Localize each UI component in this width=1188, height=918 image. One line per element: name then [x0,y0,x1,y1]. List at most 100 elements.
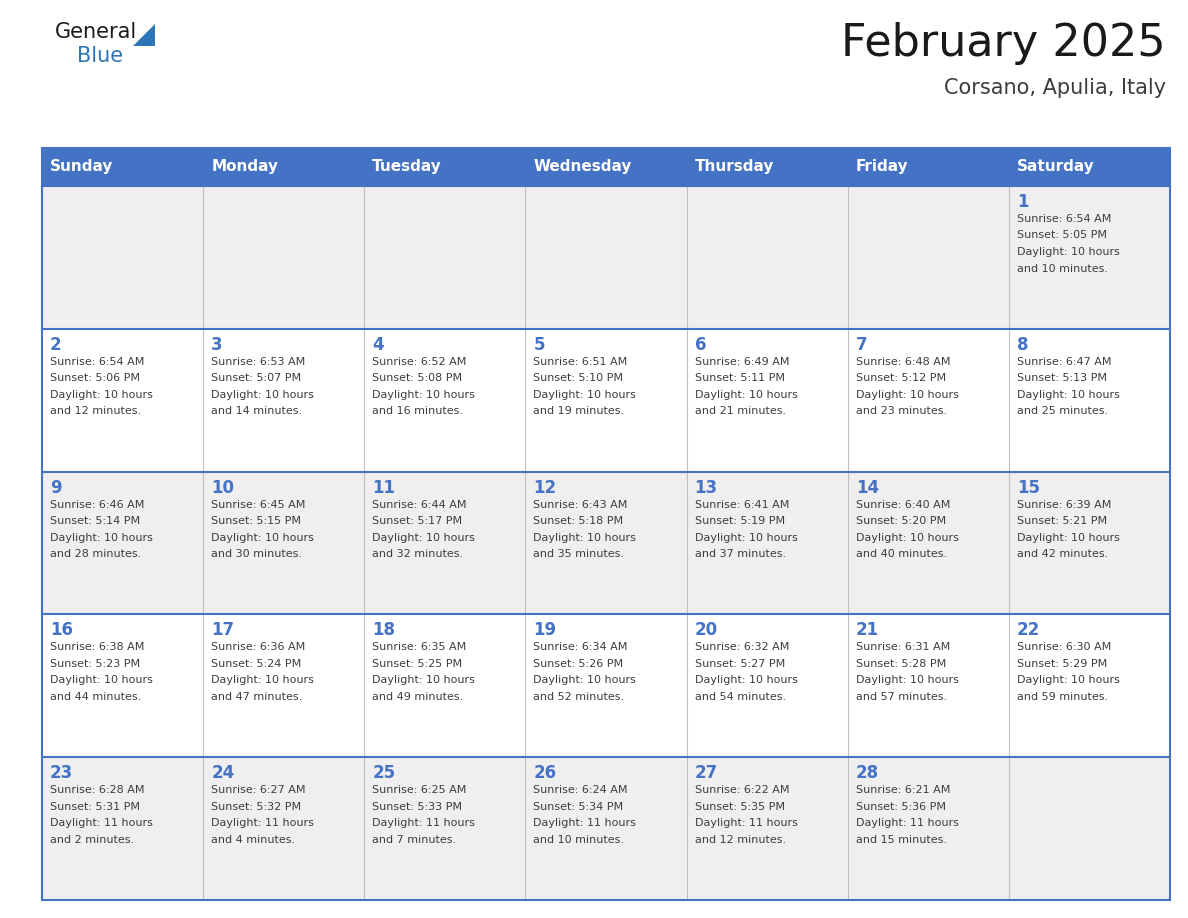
Text: and 19 minutes.: and 19 minutes. [533,407,625,416]
Text: and 25 minutes.: and 25 minutes. [1017,407,1108,416]
Text: Sunrise: 6:32 AM: Sunrise: 6:32 AM [695,643,789,653]
Text: Sunrise: 6:44 AM: Sunrise: 6:44 AM [372,499,467,509]
Text: Sunset: 5:19 PM: Sunset: 5:19 PM [695,516,785,526]
Text: and 14 minutes.: and 14 minutes. [211,407,302,416]
Bar [848,472,1009,614]
Text: Sunset: 5:33 PM: Sunset: 5:33 PM [372,801,462,812]
Text: Daylight: 10 hours: Daylight: 10 hours [533,676,637,686]
Bar [525,614,687,757]
Text: 15: 15 [1017,478,1040,497]
Text: Sunset: 5:23 PM: Sunset: 5:23 PM [50,659,140,669]
Text: Sunset: 5:11 PM: Sunset: 5:11 PM [695,374,784,384]
Text: Daylight: 11 hours: Daylight: 11 hours [855,818,959,828]
Text: and 12 minutes.: and 12 minutes. [50,407,141,416]
Text: Tuesday: Tuesday [372,160,442,174]
Text: Sunday: Sunday [50,160,113,174]
Bar [365,186,525,329]
Bar [365,472,525,614]
Text: Sunset: 5:32 PM: Sunset: 5:32 PM [211,801,302,812]
Bar [848,186,1009,329]
Bar [1009,148,1170,186]
Text: Sunset: 5:25 PM: Sunset: 5:25 PM [372,659,462,669]
Text: and 16 minutes.: and 16 minutes. [372,407,463,416]
Text: Wednesday: Wednesday [533,160,632,174]
Text: Sunset: 5:29 PM: Sunset: 5:29 PM [1017,659,1107,669]
Text: Daylight: 10 hours: Daylight: 10 hours [211,532,314,543]
Text: Sunset: 5:17 PM: Sunset: 5:17 PM [372,516,462,526]
Text: and 7 minutes.: and 7 minutes. [372,834,456,845]
Text: Blue: Blue [77,46,124,66]
Text: Daylight: 10 hours: Daylight: 10 hours [50,390,153,400]
Text: and 52 minutes.: and 52 minutes. [533,692,625,702]
Text: Daylight: 10 hours: Daylight: 10 hours [1017,532,1120,543]
Text: Sunset: 5:15 PM: Sunset: 5:15 PM [211,516,301,526]
Text: and 2 minutes.: and 2 minutes. [50,834,134,845]
Bar [848,329,1009,472]
Text: and 54 minutes.: and 54 minutes. [695,692,785,702]
Text: Sunset: 5:06 PM: Sunset: 5:06 PM [50,374,140,384]
Text: Daylight: 10 hours: Daylight: 10 hours [372,676,475,686]
Text: and 35 minutes.: and 35 minutes. [533,549,625,559]
Polygon shape [133,24,154,46]
Text: and 10 minutes.: and 10 minutes. [1017,263,1108,274]
Bar [687,329,848,472]
Bar [525,757,687,900]
Text: General: General [55,22,138,42]
Text: 18: 18 [372,621,396,640]
Bar [42,148,1170,900]
Text: Friday: Friday [855,160,909,174]
Text: and 4 minutes.: and 4 minutes. [211,834,296,845]
Text: Sunrise: 6:21 AM: Sunrise: 6:21 AM [855,785,950,795]
Text: and 57 minutes.: and 57 minutes. [855,692,947,702]
Bar [1009,186,1170,329]
Text: Sunrise: 6:22 AM: Sunrise: 6:22 AM [695,785,789,795]
Bar [525,186,687,329]
Bar [203,472,365,614]
Text: Monday: Monday [211,160,278,174]
Bar [203,614,365,757]
Text: and 42 minutes.: and 42 minutes. [1017,549,1108,559]
Text: Daylight: 11 hours: Daylight: 11 hours [211,818,314,828]
Text: 2: 2 [50,336,62,353]
Text: Daylight: 10 hours: Daylight: 10 hours [533,532,637,543]
Text: Sunrise: 6:43 AM: Sunrise: 6:43 AM [533,499,627,509]
Bar [42,329,203,472]
Text: 6: 6 [695,336,706,353]
Bar [365,757,525,900]
Text: Sunrise: 6:28 AM: Sunrise: 6:28 AM [50,785,145,795]
Text: 1: 1 [1017,193,1029,211]
Text: and 12 minutes.: and 12 minutes. [695,834,785,845]
Text: Daylight: 10 hours: Daylight: 10 hours [695,676,797,686]
Text: 25: 25 [372,764,396,782]
Bar [365,329,525,472]
Text: Daylight: 11 hours: Daylight: 11 hours [695,818,797,828]
Text: 26: 26 [533,764,556,782]
Text: Sunset: 5:31 PM: Sunset: 5:31 PM [50,801,140,812]
Bar [687,186,848,329]
Text: and 59 minutes.: and 59 minutes. [1017,692,1108,702]
Text: Daylight: 10 hours: Daylight: 10 hours [372,390,475,400]
Text: Sunset: 5:35 PM: Sunset: 5:35 PM [695,801,784,812]
Bar [1009,472,1170,614]
Text: 12: 12 [533,478,556,497]
Text: Daylight: 11 hours: Daylight: 11 hours [50,818,153,828]
Text: Daylight: 10 hours: Daylight: 10 hours [372,532,475,543]
Text: Daylight: 10 hours: Daylight: 10 hours [1017,247,1120,257]
Text: and 47 minutes.: and 47 minutes. [211,692,303,702]
Text: Sunset: 5:13 PM: Sunset: 5:13 PM [1017,374,1107,384]
Bar [687,614,848,757]
Text: and 40 minutes.: and 40 minutes. [855,549,947,559]
Text: Sunrise: 6:47 AM: Sunrise: 6:47 AM [1017,357,1111,367]
Bar [365,148,525,186]
Bar [42,186,203,329]
Text: Sunrise: 6:31 AM: Sunrise: 6:31 AM [855,643,950,653]
Text: and 49 minutes.: and 49 minutes. [372,692,463,702]
Text: Daylight: 10 hours: Daylight: 10 hours [1017,390,1120,400]
Text: and 10 minutes.: and 10 minutes. [533,834,625,845]
Text: Daylight: 10 hours: Daylight: 10 hours [1017,676,1120,686]
Bar [203,148,365,186]
Bar [525,148,687,186]
Text: Sunrise: 6:53 AM: Sunrise: 6:53 AM [211,357,305,367]
Text: 11: 11 [372,478,396,497]
Text: Thursday: Thursday [695,160,773,174]
